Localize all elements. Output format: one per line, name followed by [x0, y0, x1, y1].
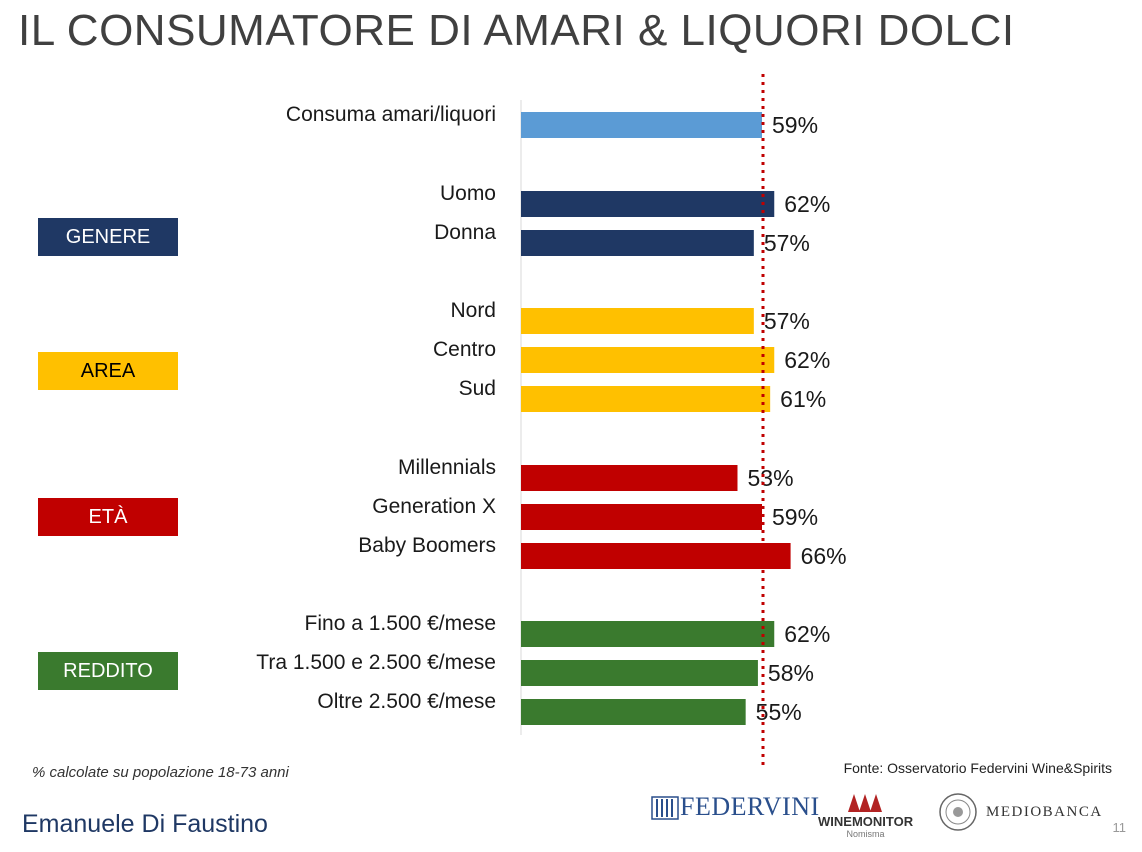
- bar-12: [521, 699, 746, 725]
- group-badge-genere: GENERE: [38, 218, 178, 256]
- bar-value-9: 66%: [801, 543, 847, 569]
- bar-value-1: 59%: [772, 112, 818, 138]
- bar-label-11: Tra 1.500 e 2.500 €/mese: [256, 651, 496, 674]
- bar-10: [521, 621, 775, 647]
- bar-value-10: 62%: [784, 621, 830, 647]
- winemonitor-logo: WINEMONITOR Nomisma: [818, 792, 913, 839]
- author-name: Emanuele Di Faustino: [22, 810, 268, 838]
- bar-9: [521, 543, 791, 569]
- bar-value-3: 57%: [764, 230, 810, 256]
- bar-value-11: 58%: [768, 660, 814, 686]
- bar-4: [521, 308, 754, 334]
- bar-5: [521, 347, 775, 373]
- bar-8: [521, 504, 762, 530]
- winemonitor-emblem-icon: [847, 794, 882, 812]
- bar-label-2: Uomo: [440, 182, 496, 205]
- winemonitor-logo-text: WINEMONITOR: [818, 814, 914, 829]
- page-number: 11: [1112, 820, 1127, 835]
- bar-label-9: Baby Boomers: [358, 534, 496, 557]
- bar-value-6: 61%: [780, 386, 826, 412]
- group-badge-eta: ETÀ: [38, 498, 178, 536]
- bar-value-2: 62%: [784, 191, 830, 217]
- bar-2: [521, 191, 775, 217]
- bar-value-5: 62%: [784, 347, 830, 373]
- mediobanca-seal-icon: [939, 793, 977, 831]
- winemonitor-logo-subtext: Nomisma: [846, 829, 885, 839]
- bar-label-10: Fino a 1.500 €/mese: [305, 612, 496, 635]
- slide-title: IL CONSUMATORE DI AMARI & LIQUORI DOLCI: [18, 6, 1015, 55]
- bar-1: [521, 112, 762, 138]
- bar-7: [521, 465, 738, 491]
- federvini-logo-text: FEDERVINI: [680, 792, 820, 821]
- bar-label-5: Centro: [433, 338, 496, 361]
- bar-value-4: 57%: [764, 308, 810, 334]
- bar-label-7: Millennials: [398, 456, 496, 479]
- federvini-emblem-icon: [651, 796, 679, 820]
- bar-3: [521, 230, 754, 256]
- bar-label-6: Sud: [459, 377, 496, 400]
- bar-6: [521, 386, 771, 412]
- source-note: Fonte: Osservatorio Federvini Wine&Spiri…: [843, 760, 1112, 776]
- bar-label-4: Nord: [450, 299, 496, 322]
- group-badge-area: AREA: [38, 352, 178, 390]
- bar-label-8: Generation X: [372, 495, 496, 518]
- mediobanca-logo: MEDIOBANCA: [938, 792, 1103, 832]
- bar-11: [521, 660, 758, 686]
- bar-value-8: 59%: [772, 504, 818, 530]
- bar-label-3: Donna: [434, 221, 496, 244]
- group-badge-reddito: REDDITO: [38, 652, 178, 690]
- footnote: % calcolate su popolazione 18-73 anni: [32, 764, 289, 781]
- bar-value-12: 55%: [756, 699, 802, 725]
- federvini-logo: FEDERVINI: [650, 792, 820, 822]
- mediobanca-logo-text: MEDIOBANCA: [986, 803, 1103, 820]
- bar-label-1: Consuma amari/liquori: [286, 103, 496, 126]
- bar-value-7: 53%: [747, 465, 793, 491]
- bar-label-12: Oltre 2.500 €/mese: [317, 690, 496, 713]
